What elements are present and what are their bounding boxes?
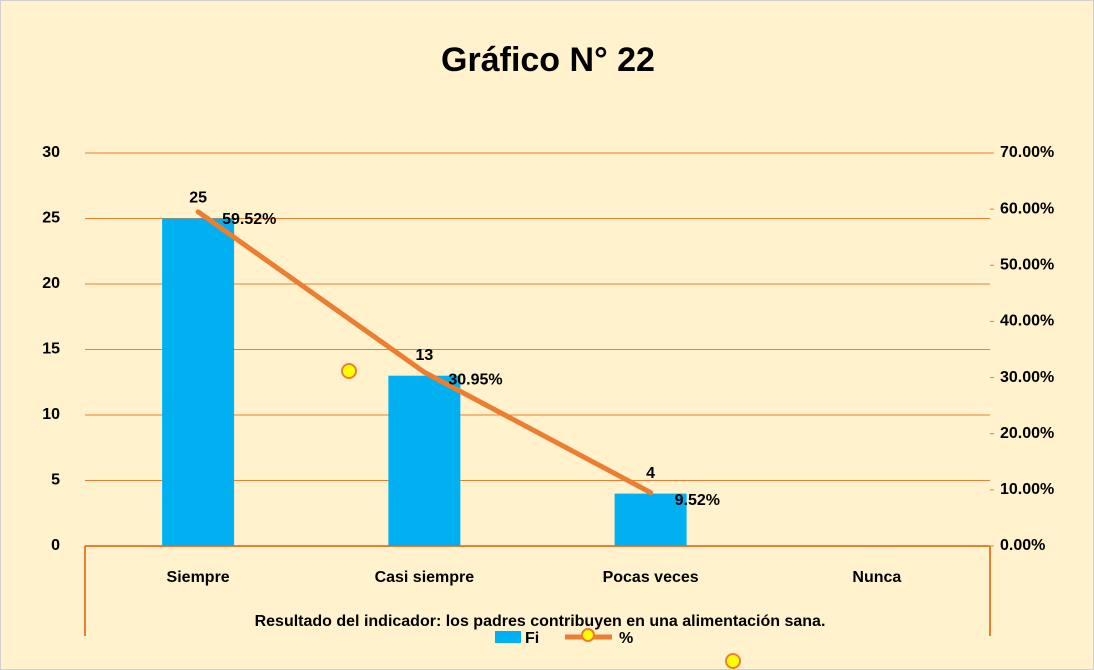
chart-title: Gráfico N° 22 — [441, 41, 655, 79]
legend-label: % — [619, 630, 633, 647]
x-axis-title: Resultado del indicador: los padres cont… — [255, 613, 826, 630]
x-tick-label: Pocas veces — [603, 569, 699, 586]
y2-tick-label: 10.00% — [1000, 481, 1054, 498]
data-label: 25 — [189, 190, 207, 207]
x-tick-label: Nunca — [852, 569, 901, 586]
data-label: 4 — [646, 465, 655, 482]
y2-tick-label: 0.00% — [1000, 537, 1045, 554]
data-label: 13 — [415, 347, 433, 364]
y-tick-label: 30 — [42, 144, 60, 161]
legend-label: Fi — [525, 630, 539, 647]
x-tick-label: Siempre — [167, 569, 230, 586]
line — [195, 209, 654, 496]
bar — [614, 493, 687, 546]
legend-swatch — [581, 628, 595, 642]
y-tick-label: 15 — [42, 341, 60, 358]
bar — [162, 218, 235, 546]
y-tick-label: 25 — [42, 210, 60, 227]
x-tick-label: Casi siempre — [375, 569, 475, 586]
y2-tick-label: 70.00% — [1000, 144, 1054, 161]
y-tick-label: 10 — [42, 406, 60, 423]
legend-swatch — [495, 631, 521, 643]
y2-tick-label: 60.00% — [1000, 200, 1054, 217]
decoration — [341, 363, 357, 379]
y2-tick-label: 40.00% — [1000, 313, 1054, 330]
y-tick-label: 20 — [42, 275, 60, 292]
y-tick-label: 0 — [51, 537, 60, 554]
data-label: 59.52% — [222, 211, 276, 228]
y2-tick-label: 20.00% — [1000, 425, 1054, 442]
data-label: 30.95% — [448, 371, 502, 388]
y2-tick-label: 50.00% — [1000, 257, 1054, 274]
data-label: 9.52% — [675, 492, 720, 509]
y2-tick-label: 30.00% — [1000, 369, 1054, 386]
y-tick-label: 5 — [51, 472, 60, 489]
bar — [388, 375, 461, 546]
decoration — [725, 653, 741, 669]
